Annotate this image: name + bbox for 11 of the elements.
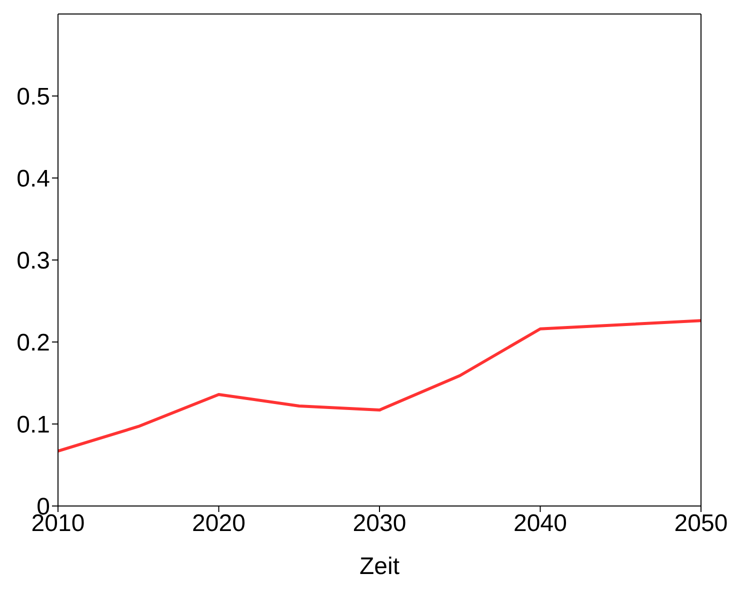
line-series bbox=[58, 319, 701, 453]
y-tick-label: 0.3 bbox=[16, 248, 50, 275]
y-tick-label: 0.2 bbox=[16, 330, 50, 357]
x-tick-label: 2030 bbox=[352, 510, 406, 538]
y-tick-label: 0.1 bbox=[16, 412, 50, 439]
y-tick-label: 0.5 bbox=[16, 84, 50, 111]
x-axis-title: Zeit bbox=[359, 553, 400, 580]
x-tick-label: 2040 bbox=[514, 510, 567, 538]
x-tick-label: 2020 bbox=[192, 510, 246, 538]
y-tick-label: 0.4 bbox=[16, 166, 50, 193]
x-tick-label: 2050 bbox=[674, 510, 728, 538]
